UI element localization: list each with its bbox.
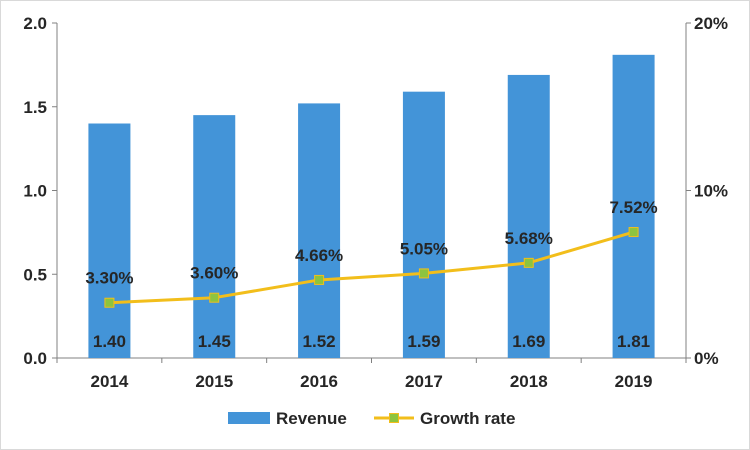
revenue-bar [402,91,445,359]
legend: Revenue Growth rate [228,409,515,428]
revenue-data-label: 1.59 [407,332,440,351]
revenue-bar [88,123,131,358]
legend-swatch-growth-marker [389,413,399,423]
growth-rate-marker [418,268,429,279]
revenue-bar [193,115,236,358]
growth-rate-data-label: 5.68% [505,229,553,248]
x-tick-label: 2016 [300,372,338,391]
growth-rate-marker [104,297,115,308]
legend-label-growth-rate: Growth rate [420,409,515,428]
left-tick-label: 2.0 [23,14,47,33]
left-tick-label: 1.5 [23,98,47,117]
x-tick-label: 2014 [91,372,129,391]
x-tick-label: 2015 [195,372,233,391]
growth-rate-data-label: 4.66% [295,246,343,265]
growth-rate-marker [628,227,639,238]
data-labels: 1.40 1.45 1.52 1.59 1.69 1.81 3.30% 3.60% 4.66% 5… [85,198,657,351]
revenue-data-label: 1.45 [198,332,231,351]
x-tick-label: 2017 [405,372,443,391]
revenue-bars [88,54,655,359]
x-tick-label: 2018 [510,372,548,391]
left-tick-label: 1.0 [23,182,47,201]
growth-rate-line [104,227,639,308]
left-tick-label: 0.5 [23,265,47,284]
right-tick-label: 20% [694,14,728,33]
growth-rate-marker [209,292,220,303]
revenue-bar [298,103,341,359]
revenue-data-label: 1.69 [512,332,545,351]
right-tick-label: 0% [694,349,719,368]
growth-rate-data-label: 3.60% [190,264,238,283]
right-tick-label: 10% [694,182,728,201]
growth-rate-data-label: 3.30% [85,269,133,288]
revenue-bar [507,74,550,359]
growth-rate-data-label: 7.52% [609,198,657,217]
axes: 0.0 0.5 1.0 1.5 2.0 0% 10% 20% 2014 2015 2016 2017 2… [23,14,728,391]
growth-rate-marker [314,274,325,285]
x-tick-label: 2019 [615,372,653,391]
revenue-data-label: 1.52 [303,332,336,351]
revenue-data-label: 1.40 [93,332,126,351]
legend-label-revenue: Revenue [276,409,347,428]
growth-rate-path [109,230,635,305]
revenue-bar [612,54,655,358]
revenue-data-label: 1.81 [617,332,650,351]
growth-rate-data-label: 5.05% [400,239,448,258]
growth-rate-marker [523,257,534,268]
left-tick-label: 0.0 [23,349,47,368]
legend-swatch-revenue [228,412,270,424]
